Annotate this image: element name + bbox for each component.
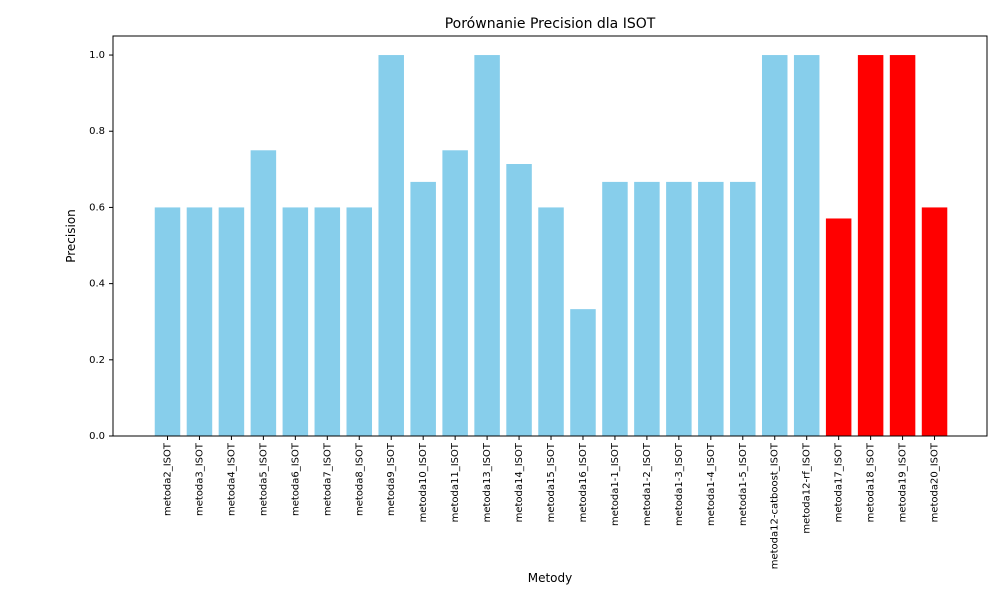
x-tick-label: metoda1-4_ISOT xyxy=(706,442,717,526)
y-tick-label: 0.4 xyxy=(89,279,105,290)
bar-metoda9_ISOT xyxy=(378,55,404,437)
x-tick-label: metoda19_ISOT xyxy=(898,442,909,522)
y-tick-label: 0.2 xyxy=(89,355,105,366)
x-axis-title: Metody xyxy=(528,571,573,585)
bar-metoda7_ISOT xyxy=(314,207,341,436)
bar-metoda3_ISOT xyxy=(186,207,213,436)
x-tick-label: metoda11_ISOT xyxy=(450,442,461,522)
bar-metoda1-1_ISOT xyxy=(602,181,628,436)
bars-group xyxy=(154,55,948,437)
bar-metoda1-3_ISOT xyxy=(666,181,692,436)
x-tick-label: metoda12-catboost_ISOT xyxy=(770,442,781,569)
y-tick-label: 1.0 xyxy=(89,50,105,61)
x-tick-label: metoda1-2_ISOT xyxy=(642,442,653,526)
bar-metoda1-2_ISOT xyxy=(634,181,660,436)
x-tick-label: metoda2_ISOT xyxy=(163,442,174,516)
y-axis-title: Precision xyxy=(64,209,78,263)
bar-metoda11_ISOT xyxy=(442,150,468,437)
bar-metoda8_ISOT xyxy=(346,207,373,436)
x-tick-label: metoda6_ISOT xyxy=(290,442,301,516)
bar-metoda15_ISOT xyxy=(538,207,564,436)
x-tick-label: metoda17_ISOT xyxy=(834,442,845,522)
y-tick-label: 0.8 xyxy=(89,126,105,137)
bar-metoda14_ISOT xyxy=(506,164,532,436)
bar-metoda12-catboost_ISOT xyxy=(761,55,788,437)
x-tick-label: metoda1-3_ISOT xyxy=(674,442,685,526)
bar-metoda19_ISOT xyxy=(889,55,916,437)
bar-metoda1-4_ISOT xyxy=(698,181,724,436)
bar-metoda2_ISOT xyxy=(154,207,181,436)
chart-title: Porównanie Precision dla ISOT xyxy=(445,16,656,32)
x-tick-label: metoda15_ISOT xyxy=(546,442,557,522)
x-ticks-group: metoda2_ISOT metoda3_ISOT metoda4_ISOT meto… xyxy=(163,436,941,569)
bar-metoda18_ISOT xyxy=(857,55,884,437)
x-tick-label: metoda16_ISOT xyxy=(578,442,589,522)
bar-metoda6_ISOT xyxy=(282,207,309,436)
plot-area-frame xyxy=(112,35,988,437)
x-tick-label: metoda8_ISOT xyxy=(354,442,365,516)
x-tick-label: metoda1-1_ISOT xyxy=(610,442,621,526)
bar-metoda16_ISOT xyxy=(570,309,596,436)
x-tick-label: metoda5_ISOT xyxy=(258,442,269,516)
x-tick-label: metoda9_ISOT xyxy=(386,442,397,516)
bar-metoda5_ISOT xyxy=(250,150,277,437)
x-tick-label: metoda13_ISOT xyxy=(482,442,493,522)
y-tick-label: 0.6 xyxy=(89,202,105,213)
x-tick-label: metoda14_ISOT xyxy=(514,442,525,522)
x-tick-label: metoda1-5_ISOT xyxy=(738,442,749,526)
bar-metoda20_ISOT xyxy=(921,207,948,436)
bar-metoda10_ISOT xyxy=(410,181,436,436)
bar-metoda13_ISOT xyxy=(474,55,500,437)
bar-metoda17_ISOT xyxy=(825,218,852,436)
x-tick-label: metoda20_ISOT xyxy=(930,442,941,522)
bar-metoda4_ISOT xyxy=(218,207,245,436)
y-tick-label: 0.0 xyxy=(89,431,105,442)
x-tick-label: metoda3_ISOT xyxy=(194,442,205,516)
bar-metoda12-rf_ISOT xyxy=(793,55,820,437)
x-tick-label: metoda10_ISOT xyxy=(418,442,429,522)
x-tick-label: metoda7_ISOT xyxy=(322,442,333,516)
x-tick-label: metoda4_ISOT xyxy=(226,442,237,516)
bar-metoda1-5_ISOT xyxy=(730,181,756,436)
x-tick-label: metoda18_ISOT xyxy=(866,442,877,522)
x-tick-label: metoda12-rf_ISOT xyxy=(802,442,813,534)
y-ticks-group: 0.0 0.2 0.4 0.6 0.8 1.0 xyxy=(89,50,113,442)
